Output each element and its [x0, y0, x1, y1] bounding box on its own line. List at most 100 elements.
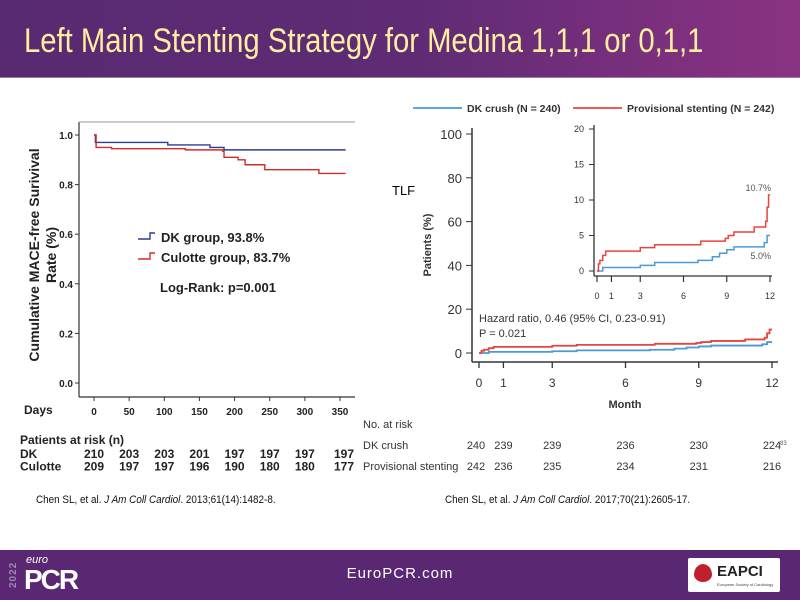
risk-value: 224: [763, 440, 781, 452]
legend-label: Provisional stenting (N = 242): [627, 103, 774, 115]
inset-x-tick-label: 9: [724, 291, 729, 301]
risk-value: 239: [543, 440, 561, 452]
x-tick-label: 0: [476, 376, 483, 390]
risk-value: 236: [494, 461, 512, 473]
page-number: 83: [780, 441, 787, 447]
risk-value: 197: [225, 447, 245, 461]
inset-curve-provisional: [597, 194, 770, 272]
risk-value: 197: [334, 447, 354, 461]
y-axis-label: Cumulative MACE-free SurivivalRate (%): [26, 148, 59, 361]
risk-table-title: Patients at risk (n): [20, 433, 124, 447]
citation-authors: Chen SL, et al.: [445, 494, 514, 506]
inset-curve-dk-crush: [597, 234, 770, 272]
legend-swatch: [138, 232, 155, 240]
risk-row-label: Provisional stenting: [363, 461, 458, 473]
citation-left: Chen SL, et al. J Am Coll Cardiol. 2013;…: [36, 494, 276, 506]
y-tick-label: 20: [448, 302, 462, 317]
risk-value: 180: [295, 460, 315, 474]
y-tick-label: 1.0: [59, 131, 73, 142]
slide-header: Left Main Stenting Strategy for Medina 1…: [0, 0, 800, 78]
risk-value: 197: [295, 447, 315, 461]
x-tick-label: 12: [765, 376, 779, 390]
heart-icon: [694, 564, 712, 582]
x-tick-label: 200: [226, 407, 243, 418]
risk-value: 203: [154, 447, 174, 461]
inset-x-tick-label: 12: [765, 291, 775, 301]
x-axis-label: Days: [24, 403, 53, 417]
y-tick-label: 0.8: [59, 181, 73, 192]
tlf-label: TLF: [392, 183, 415, 198]
y-tick-label: 0: [455, 346, 462, 361]
curve-dk: [94, 134, 346, 151]
citation-ref: . 2017;70(21):2605-17.: [589, 494, 691, 506]
curve-provisional: [479, 328, 772, 354]
eapci-logo: EAPCI European Society of Cardiology: [688, 558, 780, 592]
risk-value: 234: [616, 461, 634, 473]
citation-journal: J Am Coll Cardiol: [513, 494, 590, 506]
x-tick-label: 1: [500, 376, 507, 390]
risk-value: 177: [334, 460, 354, 474]
legend-label: Culotte group, 83.7%: [161, 250, 291, 265]
inset-x-tick-label: 1: [609, 291, 614, 301]
x-tick-label: 150: [191, 407, 208, 418]
inset-y-tick-label: 0: [579, 266, 584, 276]
risk-row-label: DK crush: [363, 440, 408, 452]
legend-swatch: [138, 252, 155, 260]
logo-pcr: PCR: [24, 564, 79, 595]
y-axis-label: Patients (%): [422, 213, 434, 276]
inset-y-tick-label: 15: [574, 160, 584, 170]
risk-value: 196: [189, 460, 209, 474]
risk-value: 240: [467, 440, 485, 452]
x-tick-label: 350: [332, 407, 349, 418]
risk-value: 231: [690, 461, 708, 473]
risk-row-label: DK: [20, 447, 38, 461]
log-rank-annotation: Log-Rank: p=0.001: [160, 280, 276, 295]
y-tick-label: 0.6: [59, 230, 73, 241]
risk-value: 242: [467, 461, 485, 473]
inset-x-tick-label: 3: [638, 291, 643, 301]
y-tick-label: 60: [448, 215, 462, 230]
curve-dk-crush: [479, 341, 772, 354]
p-value-annotation: P = 0.021: [479, 328, 526, 340]
risk-value: 216: [763, 461, 781, 473]
citation-journal: J Am Coll Cardiol: [104, 494, 181, 506]
citation-ref: . 2013;61(14):1482-8.: [180, 494, 276, 506]
x-tick-label: 300: [297, 407, 314, 418]
risk-value: 239: [494, 440, 512, 452]
x-tick-label: 50: [124, 407, 136, 418]
curve-culotte: [94, 134, 346, 175]
risk-value: 197: [119, 460, 139, 474]
citation-right: Chen SL, et al. J Am Coll Cardiol. 2017;…: [445, 494, 690, 506]
risk-value: 197: [154, 460, 174, 474]
risk-value: 210: [84, 447, 104, 461]
x-tick-label: 0: [91, 407, 97, 418]
eapci-text: EAPCI: [717, 563, 763, 580]
footer-url[interactable]: EuroPCR.com: [346, 565, 454, 582]
inset-y-tick-label: 20: [574, 124, 584, 134]
risk-value: 236: [616, 440, 634, 452]
y-tick-label: 0.2: [59, 329, 73, 340]
inset-y-tick-label: 5: [579, 231, 584, 241]
risk-value: 180: [260, 460, 280, 474]
x-tick-label: 100: [156, 407, 173, 418]
risk-value: 197: [260, 447, 280, 461]
inset-label-provisional: 10.7%: [745, 183, 771, 193]
y-tick-label: 0.0: [59, 379, 73, 390]
x-tick-label: 250: [261, 407, 278, 418]
x-tick-label: 6: [622, 376, 629, 390]
risk-table-title: No. at risk: [363, 419, 413, 431]
inset-x-tick-label: 6: [681, 291, 686, 301]
inset-label-dk-crush: 5.0%: [750, 251, 771, 261]
y-tick-label: 80: [448, 171, 462, 186]
x-axis-label: Month: [609, 399, 642, 411]
risk-value: 190: [225, 460, 245, 474]
logo-euro: euro: [26, 554, 49, 566]
risk-value: 230: [690, 440, 708, 452]
legend-label: DK group, 93.8%: [161, 230, 265, 245]
y-tick-label: 40: [448, 258, 462, 273]
risk-row-label: Culotte: [20, 460, 62, 474]
hazard-ratio-annotation: Hazard ratio, 0.46 (95% CI, 0.23-0.91): [479, 313, 665, 325]
citation-authors: Chen SL, et al.: [36, 494, 105, 506]
x-tick-label: 9: [695, 376, 702, 390]
